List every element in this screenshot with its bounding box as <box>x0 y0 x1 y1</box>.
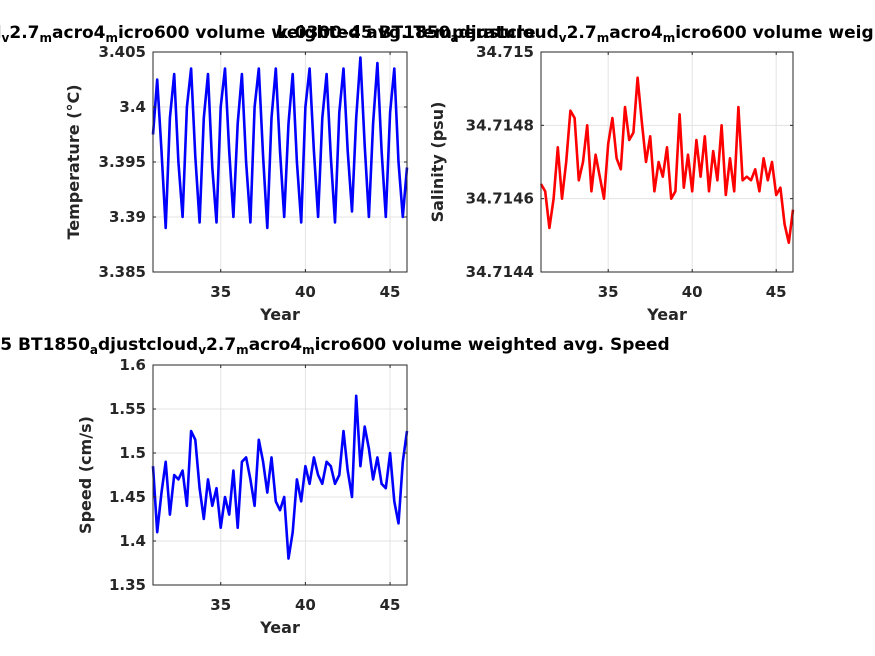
x-tick-label: 35 <box>210 596 231 614</box>
plot-area <box>153 365 407 585</box>
y-tick-label: 3.385 <box>99 263 146 281</box>
y-tick-label: 1.4 <box>119 532 146 550</box>
y-tick-label: 1.5 <box>119 444 146 462</box>
x-tick-label: 45 <box>380 283 401 301</box>
y-tick-label: 1.45 <box>109 488 146 506</box>
y-axis-label: Temperature (°C) <box>64 84 83 239</box>
x-axis-label: Year <box>646 305 687 324</box>
series-line <box>151 394 409 560</box>
y-axis-label: Salinity (psu) <box>428 102 447 223</box>
x-axis-label: Year <box>259 618 300 637</box>
y-tick-label: 1.55 <box>109 400 146 418</box>
x-tick-label: 35 <box>210 283 231 301</box>
y-tick-label: 3.395 <box>99 153 146 171</box>
chart-2: 35 40 45 34.7144 34.7146 34.7148 34.715 Year Sal… <box>277 23 875 324</box>
y-tick-label: 1.6 <box>119 356 146 374</box>
x-tick-label: 35 <box>598 283 619 301</box>
x-tick-label: 40 <box>295 283 316 301</box>
y-axis-label: Speed (cm/s) <box>76 416 95 534</box>
y-tick-label: 3.4 <box>119 98 146 116</box>
x-tick-label: 45 <box>766 283 787 301</box>
y-tick-label: 1.35 <box>109 576 146 594</box>
x-tick-label: 40 <box>682 283 703 301</box>
y-tick-label: 34.7144 <box>466 263 534 281</box>
y-tick-label: 34.7148 <box>466 116 534 134</box>
y-tick-label: 3.405 <box>99 43 146 61</box>
y-tick-label: 34.715 <box>476 43 534 61</box>
chart-3: 35 40 45 1.35 1.4 1.45 1.5 1.55 1.6 Year Speed (cm… <box>0 335 669 637</box>
axes-frame <box>540 51 794 273</box>
chart-1: 35 40 45 3.385 3.39 3.395 3.4 3.405 Year Temperat… <box>0 23 536 324</box>
y-tick-label: 3.39 <box>109 208 146 226</box>
x-tick-label: 40 <box>295 596 316 614</box>
x-axis-label: Year <box>259 305 300 324</box>
y-tick-label: 34.7146 <box>466 190 534 208</box>
x-tick-label: 45 <box>380 596 401 614</box>
chart-title: k.0300-45 BT1850adjustcloudv2.7macro4mic… <box>277 23 875 45</box>
chart-title: 5 BT1850adjustcloudv2.7macro4micro600 vo… <box>0 335 669 357</box>
series-line <box>151 56 409 230</box>
series-line <box>539 76 795 244</box>
chart-title: T1850adjustcloudv2.7macro4micro600 volum… <box>0 23 536 45</box>
axes-frame <box>152 364 408 586</box>
